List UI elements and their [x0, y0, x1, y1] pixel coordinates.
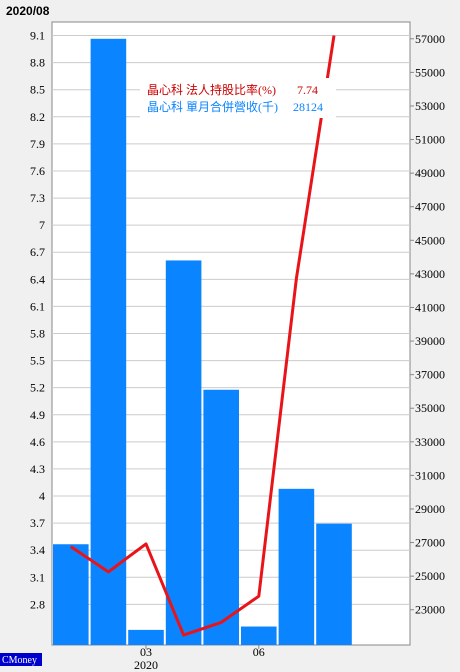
right-tick-label: 33000 — [415, 435, 445, 449]
right-tick-label: 29000 — [415, 502, 445, 516]
legend-box — [140, 78, 336, 118]
date-label: 2020/08 — [6, 4, 50, 18]
line-series — [69, 35, 336, 637]
watermark-badge: CMoney — [0, 653, 42, 666]
left-tick-label: 8.8 — [30, 56, 45, 70]
right-tick-label: 41000 — [415, 300, 445, 314]
left-tick-label: 8.5 — [30, 83, 45, 97]
left-tick-label: 3.1 — [30, 570, 45, 584]
bar — [241, 626, 277, 645]
left-tick-label: 3.7 — [30, 516, 45, 530]
line-path — [69, 35, 336, 637]
right-tick-label: 37000 — [415, 368, 445, 382]
bar — [128, 629, 164, 645]
legend-series2-value: 28124 — [293, 100, 323, 114]
right-tick-label: 53000 — [415, 99, 445, 113]
left-tick-label: 2.8 — [30, 597, 45, 611]
left-tick-label: 7 — [39, 218, 45, 232]
right-tick-label: 25000 — [415, 569, 445, 583]
left-tick-label: 3.4 — [30, 543, 45, 557]
bar — [90, 38, 127, 645]
x-tick-label: 03 — [140, 645, 152, 659]
left-tick-label: 7.6 — [30, 164, 45, 178]
bar — [278, 488, 315, 645]
right-tick-label: 23000 — [415, 603, 445, 617]
right-tick-label: 43000 — [415, 267, 445, 281]
bar — [53, 544, 89, 645]
x-tick-label: 06 — [253, 645, 265, 659]
bar — [203, 389, 239, 645]
right-tick-label: 27000 — [415, 536, 445, 550]
watermark-text: CMoney — [2, 655, 37, 666]
left-axis: 9.1 8.8 8.5 8.2 7.9 7.6 7.3 7 6.7 6.4 6.1 5.8 5.5 5.2… — [30, 29, 45, 612]
right-tick-label: 47000 — [415, 200, 445, 214]
left-tick-label: 9.1 — [30, 29, 45, 43]
left-tick-label: 8.2 — [30, 110, 45, 124]
left-tick-label: 5.8 — [30, 327, 45, 341]
right-tick-label: 57000 — [415, 32, 445, 46]
left-tick-label: 5.5 — [30, 354, 45, 368]
left-tick-label: 4.6 — [30, 435, 45, 449]
left-tick-label: 4.9 — [30, 408, 45, 422]
legend-series2-label: 晶心科 單月合併營收(千) — [147, 99, 278, 114]
legend: 晶心科 法人持股比率(%) 7.74 晶心科 單月合併營收(千) 28124 — [140, 78, 336, 118]
left-tick-label: 7.9 — [30, 137, 45, 151]
left-tick-label: 6.1 — [30, 299, 45, 313]
right-tick-label: 35000 — [415, 401, 445, 415]
left-tick-label: 4.3 — [30, 462, 45, 476]
bar-series — [53, 38, 352, 645]
left-tick-label: 6.4 — [30, 272, 45, 286]
right-tick-label: 39000 — [415, 334, 445, 348]
right-tick-label: 49000 — [415, 166, 445, 180]
right-tick-label: 31000 — [415, 468, 445, 482]
right-tick-label: 45000 — [415, 233, 445, 247]
left-tick-label: 5.2 — [30, 381, 45, 395]
left-tick-label: 7.3 — [30, 191, 45, 205]
left-tick-label: 4 — [39, 489, 45, 503]
right-axis: 57000 55000 53000 51000 49000 47000 45000 43000… — [410, 32, 445, 617]
legend-series1-value: 7.74 — [297, 83, 318, 97]
right-tick-label: 51000 — [415, 133, 445, 147]
x-group-label: 2020 — [134, 658, 158, 672]
left-tick-label: 6.7 — [30, 245, 45, 259]
right-tick-label: 55000 — [415, 65, 445, 79]
bar — [316, 523, 352, 645]
bar — [165, 260, 202, 645]
x-axis: 03 06 2020 — [134, 645, 265, 672]
legend-series1-label: 晶心科 法人持股比率(%) — [147, 82, 276, 97]
